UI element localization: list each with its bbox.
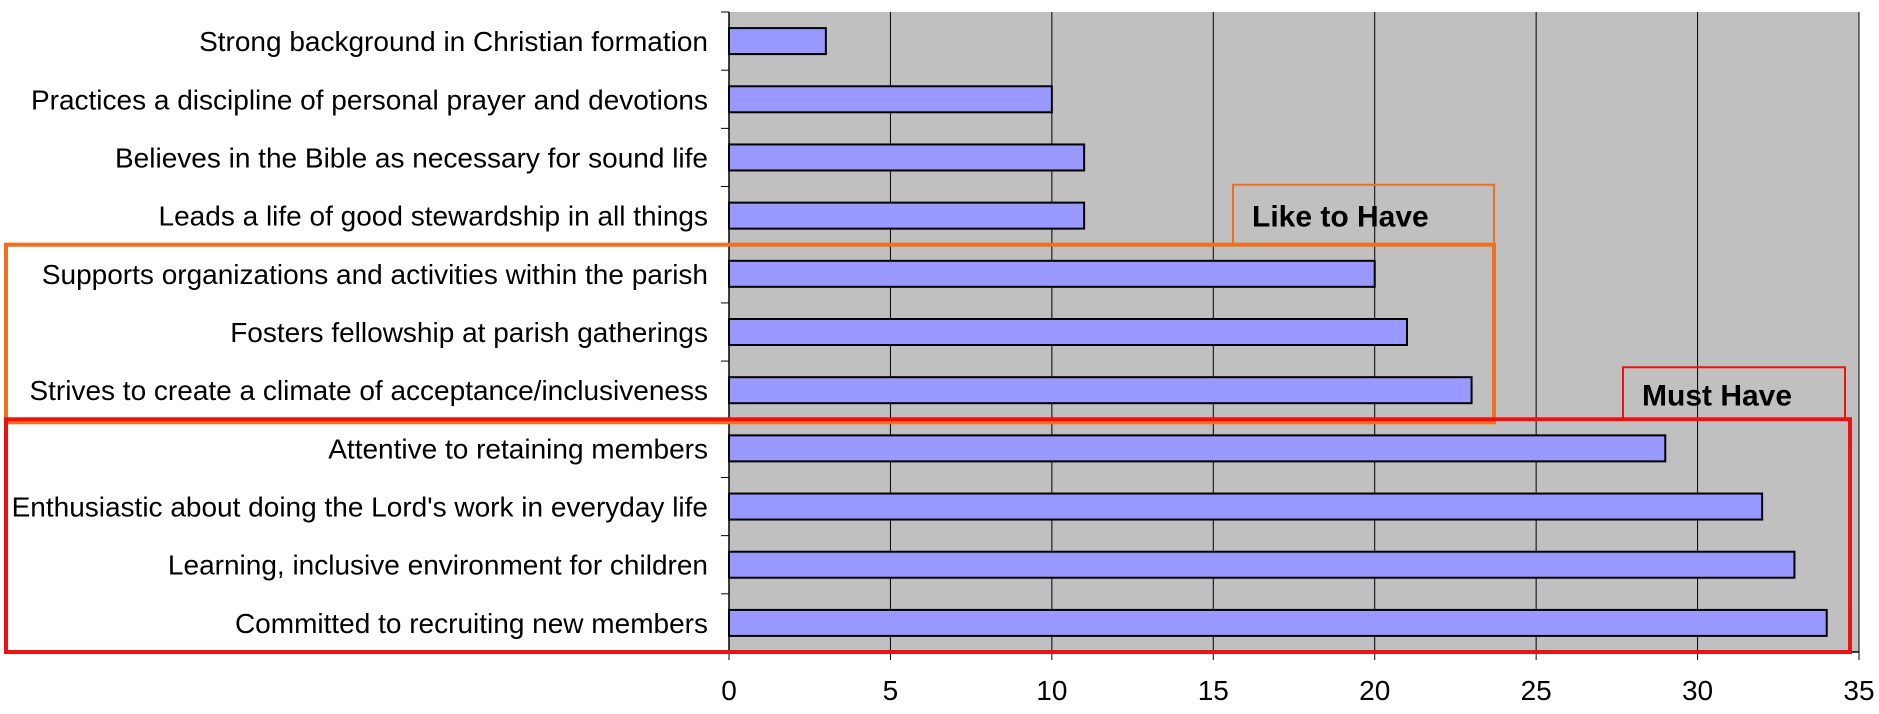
bar: [728, 318, 1408, 346]
group-label: Must Have: [1642, 379, 1792, 412]
category-label: Practices a discipline of personal praye…: [31, 84, 708, 115]
bar: [728, 143, 1086, 172]
x-tick-label: 25: [1521, 675, 1552, 706]
category-label: Leads a life of good stewardship in all …: [159, 201, 708, 232]
category-label: Enthusiastic about doing the Lord's work…: [12, 492, 708, 523]
bar: [728, 492, 1764, 521]
category-label: Fosters fellowship at parish gatherings: [230, 317, 708, 348]
category-label: Strives to create a climate of acceptanc…: [29, 375, 708, 406]
x-tick-label: 10: [1036, 675, 1067, 706]
bar: [728, 259, 1376, 288]
category-label: Attentive to retaining members: [328, 433, 708, 464]
x-tick-label: 15: [1198, 675, 1229, 706]
category-labels: Strong background in Christian formation…: [12, 26, 708, 639]
x-tick-label: 20: [1359, 675, 1390, 706]
x-tick-label: 0: [721, 675, 737, 706]
bar: [728, 376, 1473, 405]
group-annotations: Like to Have Must Have: [4, 183, 1852, 655]
category-label: Committed to recruiting new members: [235, 608, 708, 639]
x-tick-label: 30: [1682, 675, 1713, 706]
group-label: Like to Have: [1252, 201, 1429, 234]
category-label: Learning, inclusive environment for chil…: [168, 550, 708, 581]
bar: [728, 434, 1667, 463]
category-label: Supports organizations and activities wi…: [42, 259, 708, 290]
group-tab: [1622, 366, 1846, 420]
bar: [728, 608, 1828, 637]
bar: [728, 85, 1053, 114]
bar: [728, 550, 1796, 579]
x-tick-labels: 0 5 10 15 20 25 30 35: [721, 675, 1874, 706]
bar: [728, 27, 827, 56]
category-label: Strong background in Christian formation: [199, 26, 708, 57]
bar: [728, 201, 1086, 230]
x-tick-label: 35: [1843, 675, 1874, 706]
category-label: Believes in the Bible as necessary for s…: [115, 142, 708, 173]
bars: [728, 27, 1828, 637]
group-box: [4, 417, 1852, 655]
x-tick-label: 5: [883, 675, 899, 706]
group-tab: [1232, 183, 1495, 245]
group-box: [4, 242, 1496, 425]
